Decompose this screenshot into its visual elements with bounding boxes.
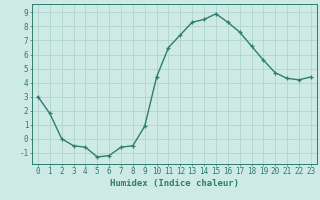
X-axis label: Humidex (Indice chaleur): Humidex (Indice chaleur) [110, 179, 239, 188]
